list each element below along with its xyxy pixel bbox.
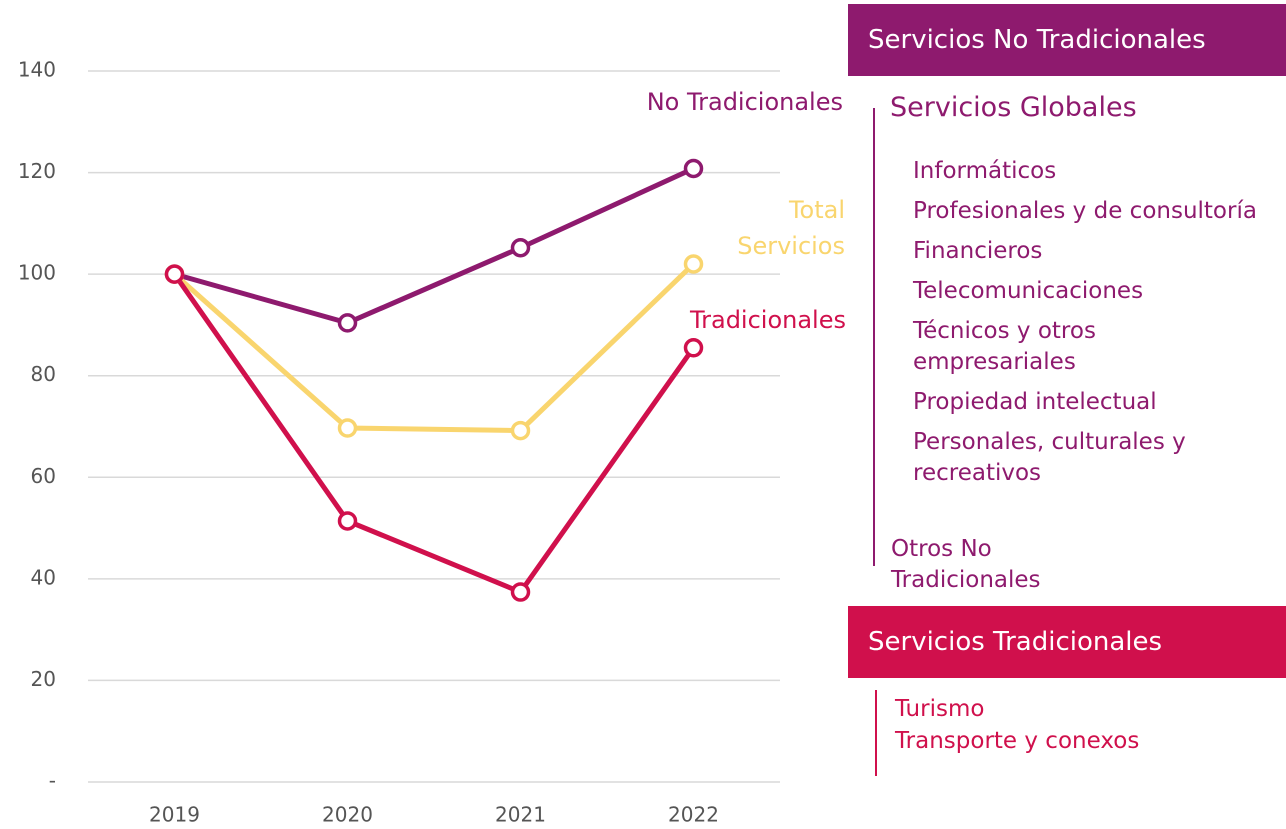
x-tick-label: 2019 <box>149 803 200 827</box>
chart: - 20 40 60 80 100 120 140 2019 2020 2021 2022 <box>18 58 780 827</box>
list-item: Informáticos <box>913 158 1057 184</box>
series-label: Tradicionales <box>689 306 846 334</box>
y-tick-label: 140 <box>18 58 56 82</box>
data-point <box>164 264 185 284</box>
section-header: Servicios No Tradicionales <box>848 4 1286 76</box>
item-list: Informáticos Profesionales y de consultor… <box>913 156 1257 498</box>
data-point <box>337 511 358 531</box>
y-tick-label: 20 <box>31 667 56 691</box>
group-title: Otros No Tradicionales <box>891 536 1041 593</box>
x-tick-label: 2020 <box>322 803 373 827</box>
bracket-line <box>873 108 875 566</box>
data-point <box>683 338 704 358</box>
bracket-line <box>875 690 877 776</box>
data-point <box>683 254 704 274</box>
y-tick-label: 40 <box>31 565 56 589</box>
data-point <box>337 313 358 333</box>
data-point <box>683 158 704 179</box>
list-item: Personales, culturales y recreativos <box>913 429 1186 486</box>
list-item: Transporte y conexos <box>895 728 1140 754</box>
x-tick-label: 2021 <box>495 803 546 827</box>
data-point <box>510 582 531 602</box>
data-point <box>337 418 358 438</box>
series-label: No Tradicionales <box>646 88 843 116</box>
list-item: Propiedad intelectual <box>913 389 1157 415</box>
list-item: Turismo <box>895 696 985 722</box>
item-list: Turismo Transporte y conexos <box>895 694 1195 758</box>
series-line <box>172 262 696 434</box>
data-point <box>510 237 531 258</box>
section-header: Servicios Tradicionales <box>848 606 1286 678</box>
y-tick-label: 80 <box>31 362 56 386</box>
series-line <box>172 272 696 596</box>
series-label: Total Servicios <box>737 196 845 260</box>
group-title: Servicios Globales <box>890 92 1137 123</box>
y-tick-label: 120 <box>18 159 56 183</box>
list-item: Financieros <box>913 238 1043 264</box>
y-tick-label: 60 <box>31 464 56 488</box>
data-point <box>510 420 531 441</box>
list-item: Telecomunicaciones <box>913 278 1144 304</box>
y-tick-label: - <box>49 769 56 793</box>
y-tick-label: 100 <box>18 261 56 285</box>
list-item: Profesionales y de consultoría <box>913 198 1257 224</box>
x-tick-label: 2022 <box>668 803 719 827</box>
list-item: Técnicos y otros empresariales <box>913 318 1096 375</box>
series-line <box>173 166 695 326</box>
